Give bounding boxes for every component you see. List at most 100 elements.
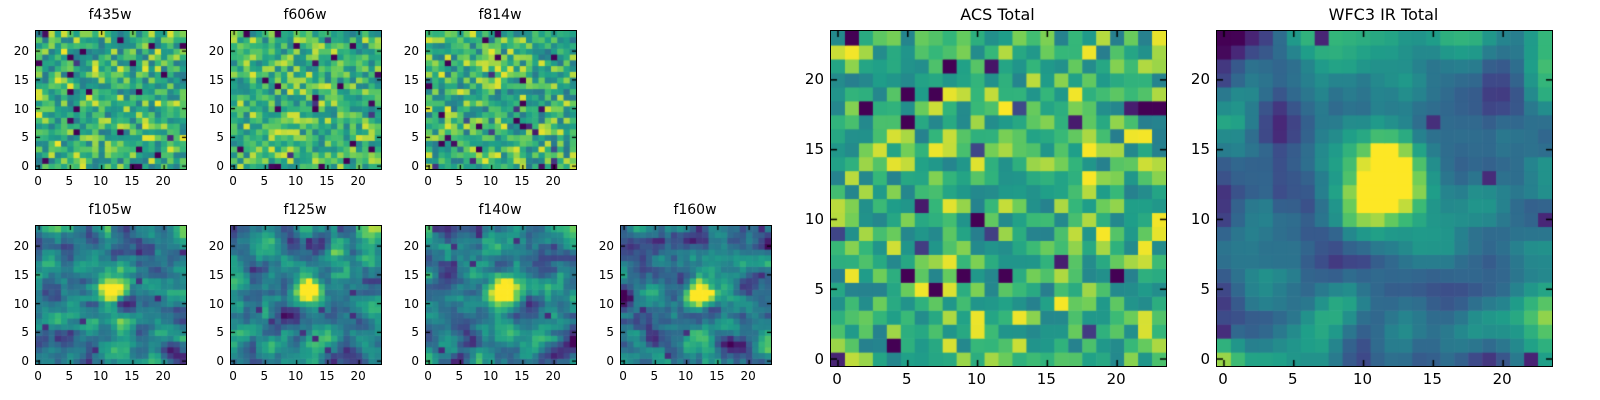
x-tick-label: 5: [1287, 370, 1298, 388]
y-tick-label: 0: [814, 349, 824, 368]
x-tick-label: 20: [155, 369, 171, 383]
y-tick-label: 5: [814, 279, 824, 298]
x-tick-label: 15: [319, 369, 335, 383]
y-tick-label: 0: [411, 354, 419, 369]
panel-title-f160w: f160w: [673, 202, 717, 218]
y-tick-label: 10: [804, 209, 824, 228]
y-tick-label: 10: [208, 101, 224, 116]
x-tick-label: 0: [34, 369, 42, 383]
y-tick-label: 20: [1190, 70, 1210, 89]
y-tick-label: 15: [598, 267, 614, 282]
y-tick-label: 20: [403, 44, 419, 59]
x-tick-label: 5: [455, 369, 464, 383]
x-tick-label: 10: [677, 369, 694, 383]
y-tick-label: 5: [411, 325, 419, 340]
x-tick-label: 10: [92, 369, 109, 383]
y-tick-label: 0: [1200, 349, 1210, 368]
x-tick-label: 20: [545, 369, 561, 383]
x-tick-label: 10: [1353, 370, 1373, 388]
y-tick-label: 0: [411, 159, 419, 174]
x-tick-label: 0: [424, 174, 432, 188]
heatmap-canvas-f125w: [231, 226, 381, 364]
heatmap-plot-f160w: [620, 225, 772, 365]
x-tick-label: 20: [350, 369, 366, 383]
x-tick-label: 0: [1218, 370, 1228, 388]
heatmap-canvas-f814w: [426, 31, 576, 169]
y-tick-label: 0: [21, 159, 29, 174]
y-tick-label: 15: [13, 267, 29, 282]
x-tick-label: 20: [1106, 370, 1126, 388]
x-tick-label: 10: [967, 370, 987, 388]
heatmap-canvas-f105w: [36, 226, 186, 364]
x-tick-label: 10: [287, 174, 304, 188]
heatmap-plot-f606w: [230, 30, 382, 170]
x-tick-label: 20: [1492, 370, 1512, 388]
heatmap-plot-f125w: [230, 225, 382, 365]
x-tick-label: 0: [34, 174, 42, 188]
y-tick-label: 15: [403, 267, 419, 282]
x-tick-label: 20: [740, 369, 756, 383]
y-tick-label: 20: [598, 239, 614, 254]
y-tick-label: 10: [13, 296, 29, 311]
panel-title-f606w: f606w: [283, 7, 327, 23]
x-tick-label: 0: [229, 369, 237, 383]
heatmap-canvas-f160w: [621, 226, 771, 364]
y-tick-label: 5: [1200, 279, 1210, 298]
panel-title-f125w: f125w: [283, 202, 327, 218]
x-tick-label: 20: [350, 174, 366, 188]
x-tick-label: 5: [455, 174, 464, 188]
x-tick-label: 5: [65, 369, 74, 383]
x-tick-label: 10: [92, 174, 109, 188]
x-tick-label: 15: [709, 369, 725, 383]
heatmap-canvas-f140w: [426, 226, 576, 364]
heatmap-plot-f814w: [425, 30, 577, 170]
panel-title-acs_total: ACS Total: [960, 5, 1035, 24]
x-tick-label: 5: [260, 369, 269, 383]
x-tick-label: 10: [482, 369, 499, 383]
x-tick-label: 20: [155, 174, 171, 188]
x-tick-label: 10: [482, 174, 499, 188]
y-tick-label: 0: [216, 354, 224, 369]
y-tick-label: 5: [21, 130, 29, 145]
x-tick-label: 10: [287, 369, 304, 383]
x-tick-label: 0: [229, 174, 237, 188]
x-tick-label: 5: [65, 174, 74, 188]
heatmap-plot-f435w: [35, 30, 187, 170]
panel-title-f814w: f814w: [478, 7, 522, 23]
panel-title-wfc3_ir_total: WFC3 IR Total: [1328, 5, 1439, 24]
y-tick-label: 15: [804, 140, 824, 159]
heatmap-canvas-acs_total: [831, 31, 1166, 366]
x-tick-label: 15: [1422, 370, 1442, 388]
x-tick-label: 15: [514, 369, 530, 383]
y-tick-label: 20: [804, 70, 824, 89]
y-tick-label: 10: [403, 296, 419, 311]
y-tick-label: 20: [403, 239, 419, 254]
x-tick-label: 5: [901, 370, 912, 388]
x-tick-label: 15: [1036, 370, 1056, 388]
y-tick-label: 5: [606, 325, 614, 340]
x-tick-label: 5: [260, 174, 269, 188]
heatmap-plot-f105w: [35, 225, 187, 365]
y-tick-label: 20: [13, 239, 29, 254]
y-tick-label: 5: [216, 325, 224, 340]
y-tick-label: 15: [208, 267, 224, 282]
heatmap-canvas-f435w: [36, 31, 186, 169]
x-tick-label: 15: [319, 174, 335, 188]
heatmap-plot-acs_total: [830, 30, 1167, 367]
x-tick-label: 5: [650, 369, 659, 383]
panel-title-f140w: f140w: [478, 202, 522, 218]
y-tick-label: 15: [13, 72, 29, 87]
y-tick-label: 10: [403, 101, 419, 116]
x-tick-label: 20: [545, 174, 561, 188]
y-tick-label: 20: [208, 44, 224, 59]
y-tick-label: 0: [606, 354, 614, 369]
y-tick-label: 5: [21, 325, 29, 340]
y-tick-label: 5: [411, 130, 419, 145]
y-tick-label: 0: [216, 159, 224, 174]
x-tick-label: 0: [424, 369, 432, 383]
heatmap-canvas-f606w: [231, 31, 381, 169]
panel-title-f105w: f105w: [88, 202, 132, 218]
heatmap-canvas-wfc3_ir_total: [1217, 31, 1552, 366]
y-tick-label: 15: [1190, 140, 1210, 159]
